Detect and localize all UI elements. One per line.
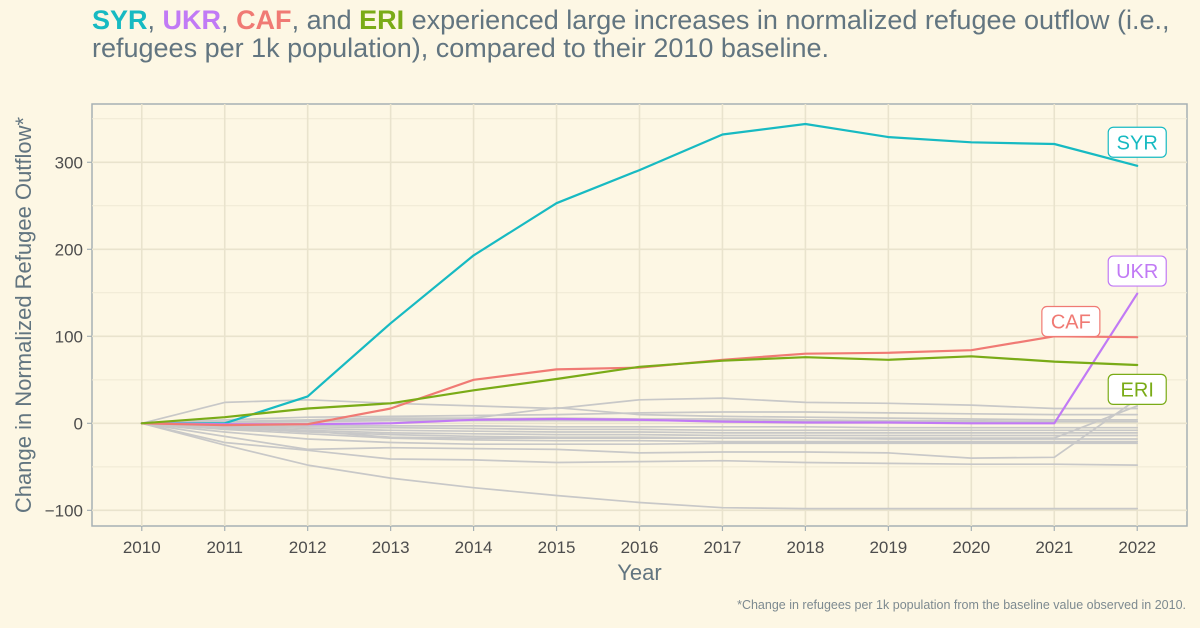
x-tick-label: 2013	[372, 538, 410, 557]
series-line-other	[140, 422, 1139, 510]
y-tick-label: −100	[45, 501, 83, 520]
x-tick-label: 2020	[952, 538, 990, 557]
series-line-other	[140, 406, 1139, 425]
title-rest: experienced large increases in normalize…	[92, 5, 1170, 63]
series-label-syr-box	[1107, 126, 1167, 158]
x-tick-label: 2016	[621, 538, 659, 557]
series-line-other	[140, 422, 1139, 446]
title-separator: ,	[147, 5, 163, 35]
title-highlight-syr: SYR	[92, 5, 148, 35]
title-separator: ,	[221, 5, 237, 35]
x-tick-label: 2019	[869, 538, 907, 557]
x-tick-label: 2010	[123, 538, 161, 557]
footnote-caption: *Change in refugees per 1k population fr…	[737, 598, 1186, 612]
chart-title: SYR, UKR, CAF, and ERI experienced large…	[92, 6, 1172, 62]
series-lines	[140, 122, 1139, 510]
x-tick-label: 2018	[786, 538, 824, 557]
series-line-other	[140, 405, 1139, 439]
series-line-other	[140, 398, 1139, 459]
series-line-other	[140, 422, 1139, 443]
series-line-other	[140, 422, 1139, 466]
title-highlight-caf: CAF	[236, 5, 292, 35]
x-tick-label: 2021	[1035, 538, 1073, 557]
series-label-syr: SYR	[1117, 132, 1158, 154]
title-highlight-eri: ERI	[359, 5, 405, 35]
x-tick-label: 2017	[704, 538, 742, 557]
series-label-eri: ERI	[1121, 379, 1154, 401]
grid-lines	[92, 104, 1187, 526]
series-line-other	[140, 422, 1139, 437]
y-tick-label: 300	[55, 153, 83, 172]
series-label-eri-box	[1107, 373, 1167, 405]
x-tick-label: 2011	[206, 538, 243, 557]
series-label-ukr-box	[1107, 255, 1167, 287]
title-highlight-ukr: UKR	[162, 5, 222, 35]
title-separator: , and	[291, 5, 360, 35]
series-label-ukr: UKR	[1116, 261, 1158, 283]
y-tick-label: 0	[74, 414, 83, 433]
series-line-other	[140, 397, 1139, 425]
x-tick-label: 2012	[289, 538, 327, 557]
series-line-other	[140, 411, 1139, 425]
series-label-caf-box	[1041, 305, 1101, 338]
x-tick-label: 2022	[1118, 538, 1156, 557]
series-labels: SYR UKR CAF ERI	[1041, 126, 1167, 405]
x-axis-label: Year	[617, 560, 661, 585]
series-line-other	[140, 422, 1139, 432]
y-axis-label: Change in Normalized Refugee Outflow*	[11, 116, 36, 513]
series-line-other	[140, 422, 1139, 434]
axis-ticks: −100 0 100 200 300 2010 2011 2012 2013 2014 2015 20…	[45, 153, 1156, 557]
series-line-eri	[140, 355, 1139, 425]
series-line-syr	[140, 122, 1139, 425]
x-tick-label: 2014	[455, 538, 493, 557]
y-tick-label: 200	[55, 240, 83, 259]
y-tick-label: 100	[55, 327, 83, 346]
x-tick-label: 2015	[538, 538, 576, 557]
series-label-caf: CAF	[1051, 312, 1091, 334]
